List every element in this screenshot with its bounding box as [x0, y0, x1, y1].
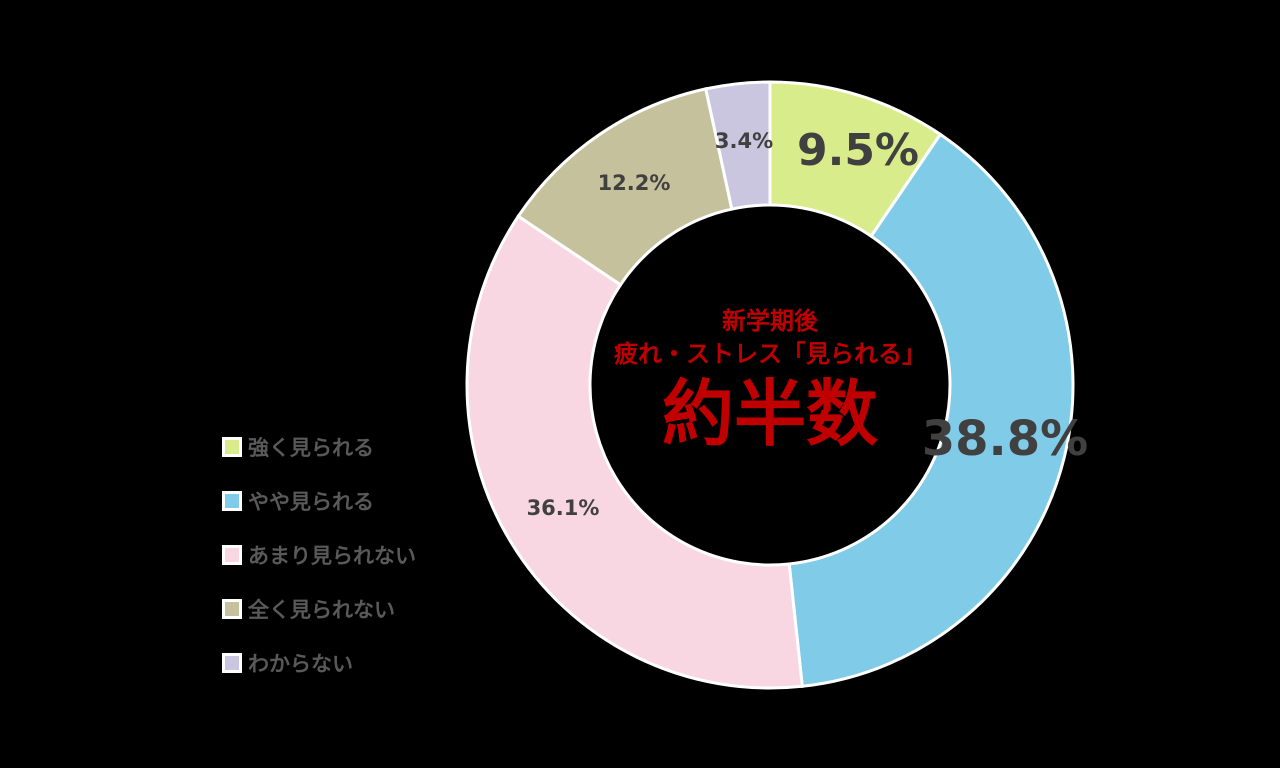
legend-label: やや見られる: [248, 490, 374, 514]
legend-label: 強く見られる: [248, 436, 374, 460]
data-label: 9.5%: [797, 125, 919, 176]
legend-swatch: [222, 491, 242, 511]
legend-label: あまり見られない: [248, 544, 416, 568]
legend-swatch: [222, 653, 242, 673]
center-annotation: 新学期後 疲れ・ストレス「見られる」 約半数: [570, 305, 970, 457]
legend-swatch: [222, 545, 242, 565]
data-label: 12.2%: [598, 171, 671, 195]
legend-label: 全く見られない: [248, 598, 395, 622]
legend-item: 全く見られない: [222, 582, 416, 636]
legend-item: やや見られる: [222, 474, 416, 528]
legend: 強く見られる やや見られる あまり見られない 全く見られない わからない: [222, 420, 416, 690]
data-label: 36.1%: [527, 496, 600, 520]
legend-item: わからない: [222, 636, 416, 690]
legend-swatch: [222, 599, 242, 619]
donut-slice: [787, 132, 1075, 688]
legend-item: 強く見られる: [222, 420, 416, 474]
legend-label: わからない: [248, 652, 353, 676]
center-headline: 約半数: [661, 372, 878, 456]
legend-swatch: [222, 437, 242, 457]
center-line-1: 新学期後: [722, 307, 818, 335]
legend-item: あまり見られない: [222, 528, 416, 582]
donut-slice: [703, 80, 772, 211]
data-label: 3.4%: [715, 129, 773, 153]
center-line-2: 疲れ・ストレス「見られる」: [614, 340, 926, 368]
donut-slice: [465, 214, 804, 690]
data-label: 38.8%: [922, 411, 1089, 467]
